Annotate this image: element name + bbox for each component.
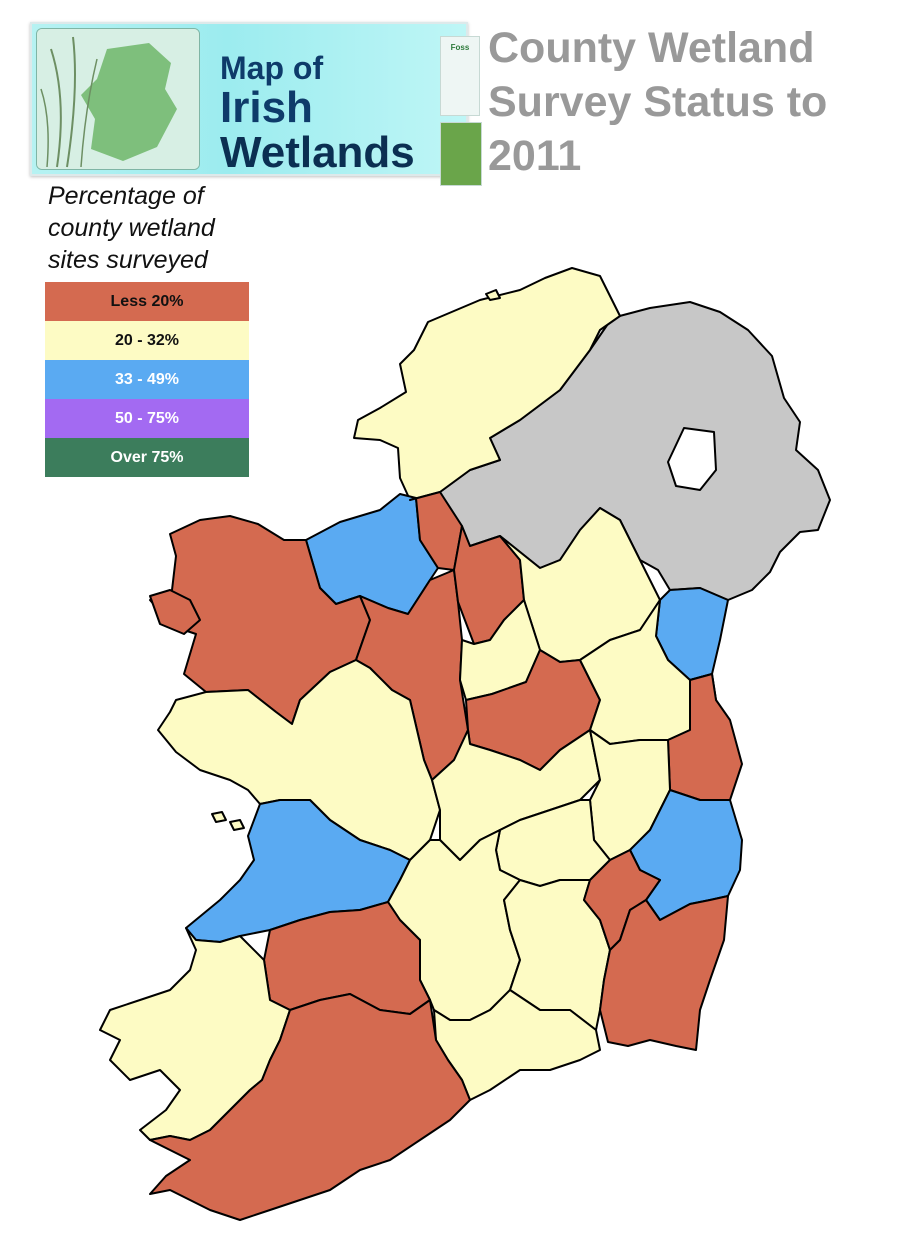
wetlands-survey-logo bbox=[440, 122, 482, 186]
legend-label: Less 20% bbox=[110, 292, 184, 310]
legend: Less 20% 20 - 32% 33 - 49% 50 - 75% Over… bbox=[45, 282, 249, 477]
legend-item-33-49: 33 - 49% bbox=[45, 360, 249, 399]
island-aran-2 bbox=[229, 819, 245, 831]
legend-item-50-75: 50 - 75% bbox=[45, 399, 249, 438]
banner: Map of Irish Wetlands Foss bbox=[30, 22, 482, 186]
brand-title: Map of Irish Wetlands bbox=[220, 52, 415, 176]
brand-line-3: Wetlands bbox=[220, 128, 415, 178]
ireland-thumbnail-logo bbox=[36, 28, 200, 170]
legend-label: 33 - 49% bbox=[114, 370, 180, 388]
foss-logo: Foss bbox=[440, 36, 480, 116]
legend-title-line-3: sites surveyed bbox=[48, 246, 208, 274]
legend-label: 50 - 75% bbox=[114, 409, 180, 427]
page-title: County Wetland Survey Status to 2011 bbox=[488, 22, 908, 183]
brand-line-1: Map of bbox=[220, 50, 324, 86]
legend-title: Percentage of county wetland sites surve… bbox=[48, 180, 215, 276]
county-wexford bbox=[599, 895, 729, 1051]
legend-item-20-32: 20 - 32% bbox=[45, 321, 249, 360]
legend-label: 20 - 32% bbox=[114, 331, 180, 349]
legend-title-line-1: Percentage of bbox=[48, 182, 204, 210]
island-tory bbox=[485, 289, 501, 301]
brand-line-2: Irish bbox=[220, 82, 313, 132]
legend-item-less-20: Less 20% bbox=[45, 282, 249, 321]
county-donegal bbox=[353, 267, 621, 501]
legend-title-line-2: county wetland bbox=[48, 214, 215, 242]
island-achill bbox=[149, 589, 201, 635]
lough-neagh bbox=[667, 427, 717, 491]
foss-logo-text: Foss bbox=[450, 43, 470, 52]
county-cork bbox=[149, 993, 471, 1221]
island-aran-1 bbox=[211, 811, 227, 823]
title-line-1: County Wetland bbox=[488, 24, 815, 72]
legend-label: Over 75% bbox=[110, 448, 184, 466]
legend-item-over-75: Over 75% bbox=[45, 438, 249, 477]
title-line-2: Survey Status to bbox=[488, 77, 828, 126]
title-line-3: 2011 bbox=[488, 131, 582, 180]
